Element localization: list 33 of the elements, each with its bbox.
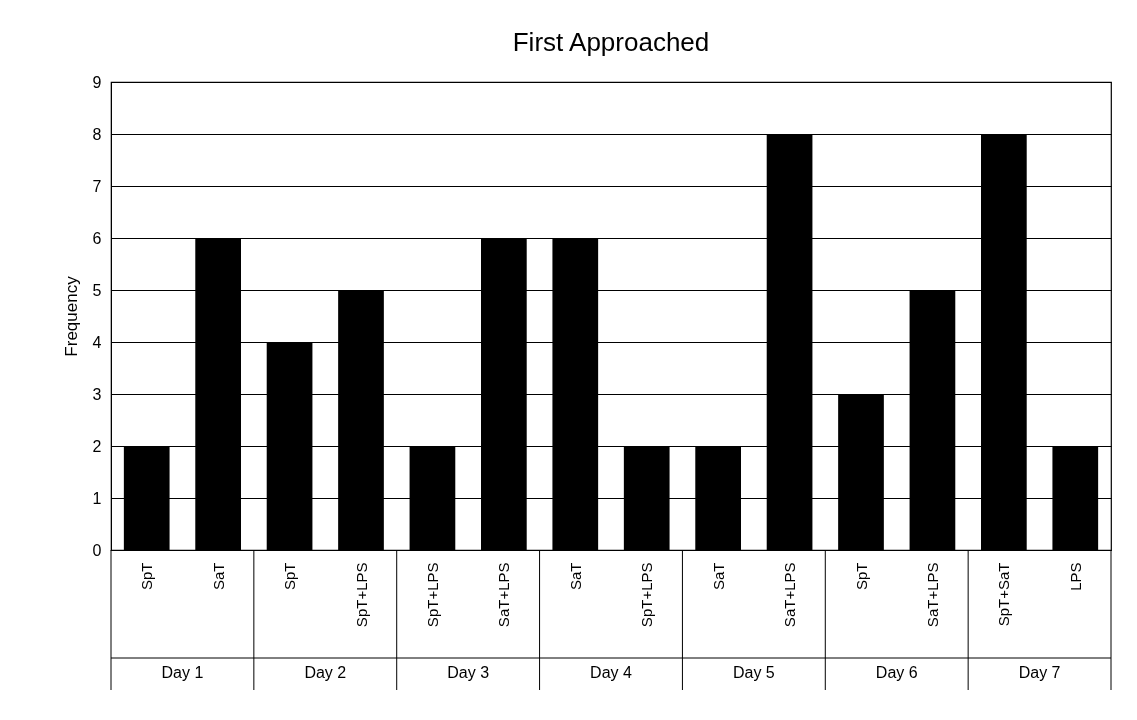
x-tick-label: SaT — [709, 562, 727, 591]
text: Day 6 — [875, 664, 918, 681]
text: Day 1 — [161, 664, 204, 681]
chart-title: First Approached — [512, 27, 710, 57]
y-tick-label: 8 — [92, 125, 102, 143]
x-tick-label: LPS — [1066, 562, 1084, 591]
x-tick-label: SpT+LPS — [423, 562, 441, 628]
y-tick-label: 0 — [92, 541, 102, 559]
y-tick-label: 5 — [92, 281, 102, 299]
x-tick-label: SpT+SaT — [995, 562, 1013, 627]
x-tick-label: SpT — [138, 562, 156, 591]
x-tick-label: SpT — [281, 562, 299, 591]
y-tick-label: 9 — [92, 73, 102, 91]
y-tick-label: 3 — [92, 385, 102, 403]
y-tick-label: 4 — [92, 333, 102, 351]
y-tick-label: 6 — [92, 229, 102, 247]
y-tick-label: 7 — [92, 177, 102, 195]
x-tick-label: SaT — [566, 562, 584, 591]
text: Day 2 — [304, 664, 347, 681]
x-tick-label: SpT+LPS — [352, 562, 370, 628]
x-tick-label: SaT+LPS — [923, 562, 941, 628]
text: Day 7 — [1018, 664, 1061, 681]
text: Day 4 — [590, 664, 632, 681]
x-tick-label: SaT+LPS — [495, 562, 513, 628]
y-tick-label: 1 — [92, 489, 102, 507]
x-tick-label: SpT+LPS — [638, 562, 656, 628]
x-tick-label: SaT+LPS — [781, 562, 799, 628]
text: Day 5 — [732, 664, 775, 681]
y-tick-label: 2 — [92, 437, 102, 455]
text: Day 3 — [447, 664, 490, 681]
x-tick-label: SpT — [852, 562, 870, 591]
x-tick-label: SaT — [209, 562, 227, 591]
y-axis-title: Frequency — [61, 275, 81, 357]
